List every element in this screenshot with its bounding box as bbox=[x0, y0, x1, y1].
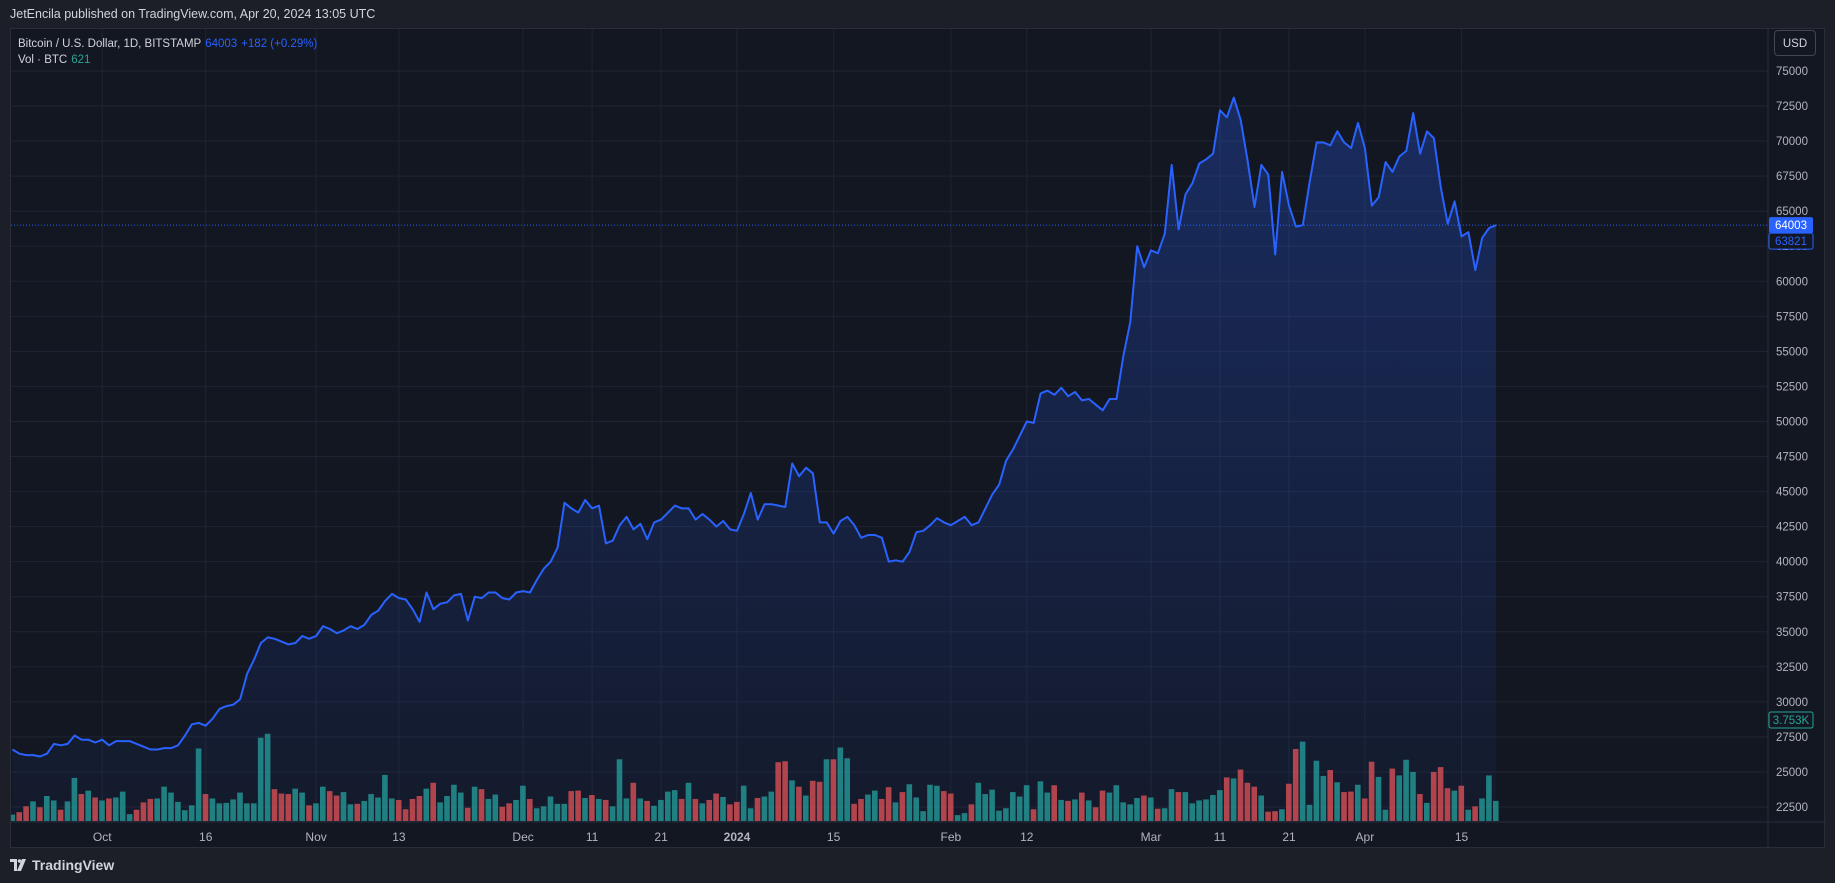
y-tick-label: 55000 bbox=[1776, 346, 1808, 358]
x-tick-label: 13 bbox=[392, 830, 406, 844]
prev-close-tag-bg bbox=[1768, 232, 1814, 250]
y-tick-label: 22500 bbox=[1776, 802, 1808, 814]
y-tick-label: 25000 bbox=[1776, 767, 1808, 779]
publisher-text: JetEncila published on TradingView.com, … bbox=[10, 7, 376, 21]
symbol-row: Bitcoin / U.S. Dollar, 1D, BITSTAMP 64003… bbox=[18, 36, 317, 52]
y-tick-label: 75000 bbox=[1776, 66, 1808, 78]
x-tick-label: 21 bbox=[1282, 830, 1296, 844]
chart-legend: Bitcoin / U.S. Dollar, 1D, BITSTAMP 64003… bbox=[18, 36, 317, 68]
x-tick-label: 11 bbox=[586, 830, 599, 844]
volume-row: Vol · BTC 621 bbox=[18, 52, 317, 68]
x-tick-label: 15 bbox=[827, 830, 841, 844]
chart-frame[interactable]: 22500 25000 27500 30000 32500 35000 37500 40000… bbox=[10, 28, 1826, 849]
y-tick-label: 42500 bbox=[1776, 522, 1808, 534]
y-tick-label: 40000 bbox=[1776, 557, 1808, 569]
price-change: +182 (+0.29%) bbox=[241, 38, 318, 50]
y-tick-label: 45000 bbox=[1776, 487, 1808, 499]
publisher-header: JetEncila published on TradingView.com, … bbox=[0, 0, 1835, 28]
price-area-fill bbox=[12, 97, 1496, 823]
x-tick-label: 11 bbox=[1214, 830, 1227, 844]
y-tick-label: 37500 bbox=[1776, 592, 1808, 604]
x-tick-label: 21 bbox=[654, 830, 668, 844]
last-price-tag-bg bbox=[1769, 217, 1813, 234]
y-tick-label: 67500 bbox=[1776, 171, 1808, 183]
x-tick-label: 12 bbox=[1020, 830, 1034, 844]
x-tick-label: 2024 bbox=[724, 830, 751, 844]
x-tick-label: Nov bbox=[305, 830, 326, 844]
symbol-label[interactable]: Bitcoin / U.S. Dollar, 1D, BITSTAMP bbox=[18, 38, 202, 50]
y-tick-label: 50000 bbox=[1776, 416, 1808, 428]
x-tick-label: 16 bbox=[199, 830, 213, 844]
y-tick-label: 60000 bbox=[1776, 276, 1808, 288]
x-tick-label: Apr bbox=[1356, 830, 1375, 844]
tradingview-brand: TradingView bbox=[32, 857, 115, 873]
volume-value: 621 bbox=[71, 54, 91, 66]
prev-close-tag: 63821 bbox=[1775, 236, 1807, 248]
x-tick-label: Oct bbox=[93, 830, 112, 844]
y-tick-label: 70000 bbox=[1776, 136, 1808, 148]
y-tick-label: 32500 bbox=[1776, 662, 1808, 674]
y-tick-label: 47500 bbox=[1776, 452, 1808, 464]
tradingview-logo-icon bbox=[10, 859, 26, 871]
y-tick-label: 72500 bbox=[1776, 101, 1808, 113]
last-price-tag: 64003 bbox=[1775, 220, 1807, 232]
volume-label[interactable]: Vol · BTC bbox=[18, 54, 68, 66]
y-tick-label: 30000 bbox=[1776, 697, 1808, 709]
y-tick-label: 57500 bbox=[1776, 311, 1808, 323]
last-price: 64003 bbox=[205, 38, 238, 50]
y-tick-label: 27500 bbox=[1776, 732, 1808, 744]
x-tick-label: Dec bbox=[512, 830, 533, 844]
y-tick-label: 65000 bbox=[1776, 206, 1808, 218]
currency-button[interactable]: USD bbox=[1774, 30, 1816, 56]
x-tick-label: Mar bbox=[1141, 830, 1162, 844]
price-chart[interactable]: 22500 25000 27500 30000 32500 35000 37500 40000… bbox=[11, 29, 1826, 849]
x-tick-label: 15 bbox=[1455, 830, 1469, 844]
x-tick-label: Feb bbox=[941, 830, 962, 844]
y-tick-label: 35000 bbox=[1776, 627, 1808, 639]
volume-tag: 3.753K bbox=[1773, 715, 1810, 727]
price-line bbox=[11, 96, 1497, 758]
volume-tag-bg bbox=[1768, 711, 1814, 729]
footer-bar: TradingView bbox=[0, 848, 1835, 883]
y-tick-label: 52500 bbox=[1776, 381, 1808, 393]
